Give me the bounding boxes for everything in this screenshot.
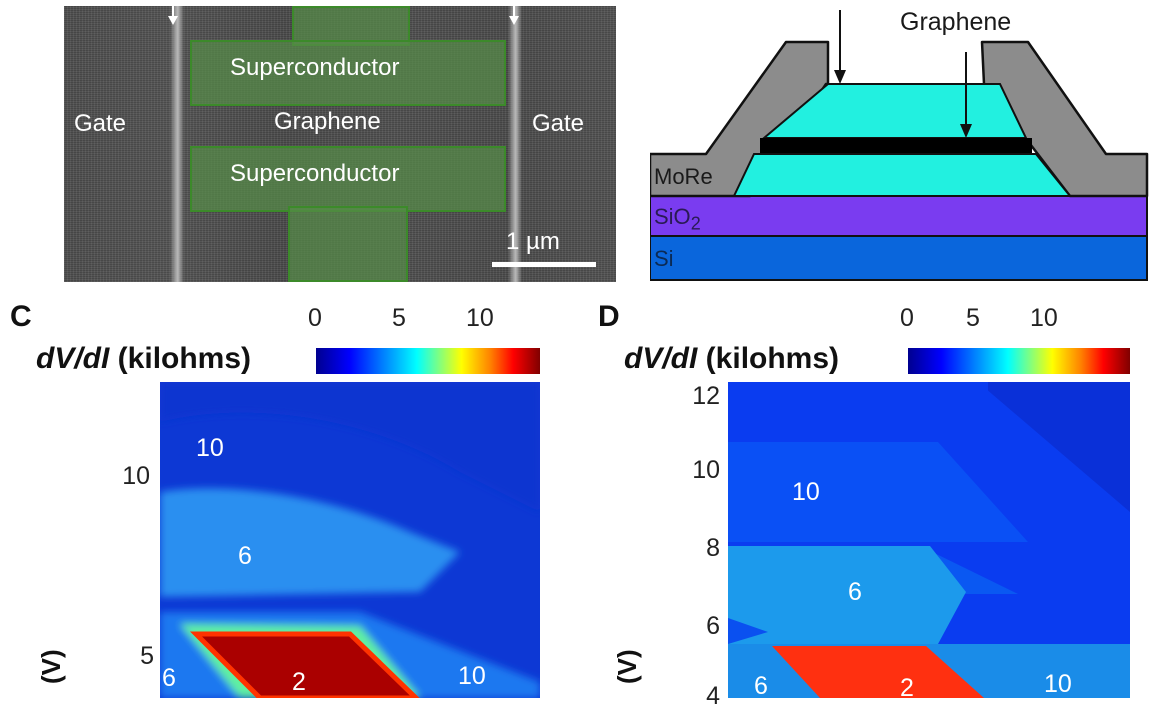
panel-d-ytick-6: 6: [706, 612, 720, 640]
panel-c-label-6-left: 6: [162, 664, 176, 692]
panel-d-two-region: [772, 646, 984, 698]
panel-d-label-6-mid: 6: [848, 578, 862, 606]
sio2-label-sub: 2: [690, 213, 701, 234]
panel-d-cbar-tick-10: 10: [1030, 304, 1058, 332]
device-cross-section: Graphene MoRe SiO2 Si: [648, 6, 1151, 282]
superconductor-bottom-label: Superconductor: [230, 160, 400, 187]
panel-d-cbar-title-italic: dV/dI: [624, 342, 698, 375]
panel-d-left-notch: [728, 618, 768, 644]
panel-d-cbar-tick-5: 5: [966, 304, 980, 332]
gate-left-label: Gate: [74, 110, 127, 137]
panel-c-label-10-top: 10: [196, 434, 224, 462]
panel-c-ytick-10: 10: [122, 462, 150, 490]
graphene-arrow-right-icon: [960, 124, 972, 138]
panel-c-label-10-right: 10: [458, 662, 486, 690]
panel-c-cbar-tick-5: 5: [392, 304, 406, 332]
sem-micrograph: Gate Gate Superconductor Graphene Superc…: [64, 6, 616, 282]
more-label: MoRe: [654, 164, 713, 189]
panel-d-map-svg: [728, 382, 1130, 698]
panel-c-six-band: [160, 488, 460, 597]
panel-c-cbar-title-italic: dV/dI: [36, 342, 110, 375]
panel-d-ytick-4: 4: [706, 682, 720, 710]
superconductor-bottom-stem: [288, 206, 408, 282]
superconductor-top-bar: [190, 40, 506, 106]
panel-c-top-band: [160, 382, 540, 512]
sio2-label-main: SiO: [654, 204, 691, 229]
panel-c-ytick-5: 5: [140, 642, 154, 670]
hbn-bottom: [732, 153, 1073, 197]
panel-c-two-region: [189, 631, 420, 698]
panel-c-cbar-title-rest: (kilohms): [109, 342, 252, 375]
layer-stack-svg: [648, 10, 1149, 281]
panel-c-cbar-tick-0: 0: [308, 304, 322, 332]
panel-d-label-6-left: 6: [754, 672, 768, 698]
panel-d-ytick-8: 8: [706, 534, 720, 562]
panel-c-colorbar: [316, 348, 540, 374]
gate-arrow-left-shaft: [172, 6, 174, 18]
superconductor-bottom-bar: [190, 146, 506, 212]
superconductor-top-label: Superconductor: [230, 54, 400, 81]
graphene-layer: [760, 138, 1032, 154]
panel-d-label-10-right: 10: [1044, 670, 1072, 698]
gate-edge-right: [508, 6, 522, 282]
panel-d-label-10-top: 10: [792, 478, 820, 506]
panel-c-cbar-tick-10: 10: [466, 304, 494, 332]
gate-edge-left: [170, 6, 184, 282]
sio2-layer: [649, 195, 1148, 237]
panel-d-colorbar: [908, 348, 1130, 374]
panel-d-ytick-10: 10: [692, 456, 720, 484]
panel-c-ylabel: (V): [36, 649, 66, 684]
panel-d-cbar-title: dV/dI (kilohms): [624, 342, 839, 376]
panel-c-label-2: 2: [292, 668, 306, 696]
panel-d-cbar-title-rest: (kilohms): [697, 342, 840, 375]
panel-d-cbar-tick-0: 0: [900, 304, 914, 332]
panel-d-ylabel: (V): [612, 649, 642, 684]
si-label: Si: [654, 246, 674, 271]
si-layer: [649, 235, 1148, 281]
panel-d-ytick-12: 12: [692, 382, 720, 410]
graphene-label: Graphene: [274, 108, 381, 135]
panel-d-label-2: 2: [900, 674, 914, 698]
gate-arrow-left-icon: [168, 16, 178, 25]
graphene-arrow-left-icon: [834, 70, 846, 84]
gate-right-label: Gate: [532, 110, 585, 137]
panel-d-upper-right: [728, 382, 1130, 512]
panel-d-top-band: [728, 382, 988, 442]
panel-d-letter: D: [598, 300, 620, 333]
gate-arrow-right-shaft: [513, 6, 515, 18]
panel-d-ten-band: [728, 442, 1028, 542]
graphene-callout-label: Graphene: [900, 8, 1012, 36]
gate-arrow-right-icon: [509, 16, 519, 25]
panel-c-letter: C: [10, 300, 32, 333]
panel-c-map: 10 6 2 6 10: [160, 382, 540, 698]
panel-c-label-6-mid: 6: [238, 542, 252, 570]
panel-c-cbar-title: dV/dI (kilohms): [36, 342, 251, 376]
panel-d-six-band: [728, 546, 966, 644]
panel-c-map-svg: [160, 382, 540, 698]
sio2-label: SiO2: [654, 204, 701, 234]
panel-d-map: 10 6 2 6 10: [728, 382, 1130, 698]
scalebar: [492, 262, 596, 267]
scalebar-label: 1 µm: [506, 228, 560, 255]
